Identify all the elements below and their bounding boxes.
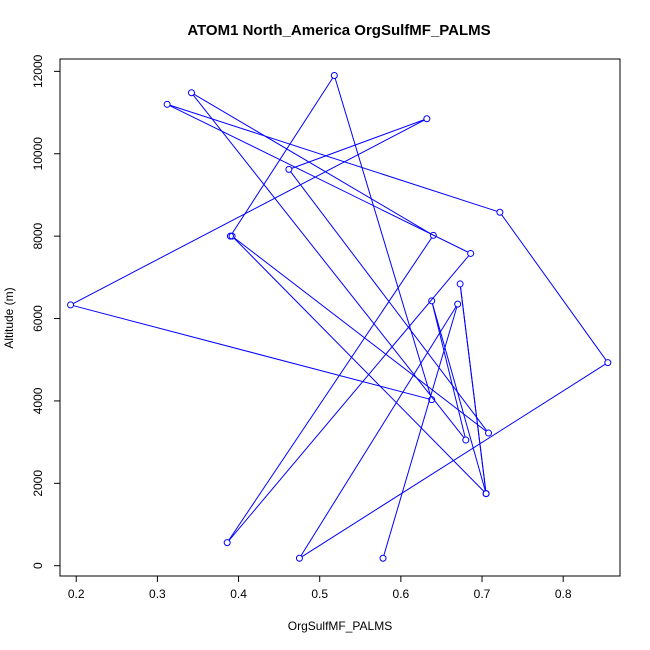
- series-segment: [290, 171, 488, 431]
- series-segment: [501, 214, 607, 361]
- data-point: [379, 554, 387, 562]
- chart-title: ATOM1 North_America OrgSulfMF_PALMS: [187, 22, 490, 39]
- series-segment: [300, 306, 457, 557]
- series-segment: [459, 286, 487, 491]
- y-axis: 0 2000 4000 6000 8000 10000 12000: [31, 54, 60, 569]
- series-segment: [231, 77, 334, 234]
- x-axis-label: OrgSulfMF_PALMS: [288, 619, 392, 633]
- series-segment: [431, 303, 466, 438]
- x-axis: 0.2 0.3 0.4 0.5 0.6 0.7 0.8: [68, 576, 572, 601]
- data-point: [163, 100, 171, 108]
- data-point: [485, 429, 493, 437]
- series-segment: [228, 255, 470, 541]
- data-point: [604, 359, 612, 367]
- data-point: [330, 71, 338, 79]
- series-segment: [73, 305, 429, 400]
- y-tick-label: 8000: [31, 222, 45, 249]
- y-tick-label: 0: [31, 562, 45, 569]
- data-point: [285, 165, 293, 173]
- data-point: [428, 396, 436, 404]
- y-tick-label: 12000: [31, 54, 45, 88]
- x-tick-label: 0.7: [474, 587, 491, 601]
- data-point: [428, 297, 436, 305]
- x-tick-label: 0.8: [555, 587, 572, 601]
- data-point: [456, 280, 464, 288]
- x-tick-label: 0.6: [393, 587, 410, 601]
- series-segment: [169, 104, 498, 212]
- series-segment: [72, 119, 425, 304]
- data-point: [423, 115, 431, 123]
- y-tick-label: 10000: [31, 137, 45, 171]
- series-segment: [291, 119, 425, 169]
- y-tick-label: 6000: [31, 305, 45, 332]
- y-tick-label: 4000: [31, 387, 45, 414]
- data-point: [482, 490, 490, 498]
- plot-frame: [59, 58, 621, 577]
- x-tick-label: 0.4: [230, 587, 247, 601]
- data-point: [187, 89, 195, 97]
- series-points: [67, 71, 612, 562]
- series-segment: [234, 237, 487, 432]
- series-segment: [432, 303, 486, 491]
- x-tick-label: 0.2: [68, 587, 85, 601]
- series-segment: [192, 94, 465, 439]
- data-point: [429, 231, 437, 239]
- series-segment: [169, 105, 469, 253]
- data-point: [496, 208, 504, 216]
- series-lines: [72, 77, 607, 558]
- x-tick-label: 0.5: [311, 587, 328, 601]
- y-axis-label: Altitude (m): [2, 287, 16, 348]
- data-point: [454, 300, 462, 308]
- data-point: [226, 232, 234, 240]
- data-point: [223, 539, 231, 547]
- series-segment: [334, 78, 432, 397]
- series-segment: [193, 93, 432, 235]
- data-point: [67, 301, 75, 309]
- x-tick-label: 0.3: [149, 587, 166, 601]
- series-segment: [233, 237, 485, 492]
- data-point: [467, 249, 475, 257]
- data-point: [462, 436, 470, 444]
- y-tick-label: 2000: [31, 470, 45, 497]
- data-point: [295, 554, 303, 562]
